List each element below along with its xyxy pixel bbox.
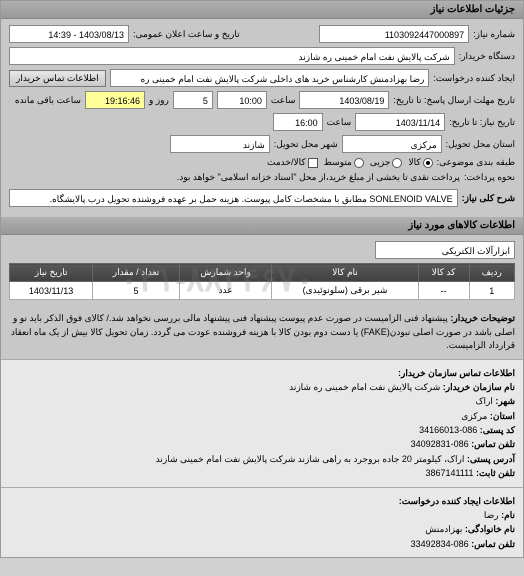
c1-addr: اراک، کیلومتر 20 جاده بروجرد به راهی شاز…: [156, 454, 465, 464]
need-date-label: تاریخ نیاز: تا تاریخ:: [449, 117, 515, 128]
remain-field: 19:16:46: [85, 91, 145, 109]
panel-title: جزئیات اطلاعات نیاز: [1, 1, 523, 19]
cell: 1403/11/13: [10, 282, 93, 300]
payment-label: نحوه پرداخت:: [464, 172, 515, 183]
c2-phone-label: تلفن تماس:: [471, 539, 515, 549]
city-field: شازند: [170, 135, 270, 153]
cell: 5: [93, 282, 180, 300]
req-number-label: شماره نیاز:: [473, 29, 515, 40]
creator-label: ایجاد کننده درخواست:: [433, 73, 515, 84]
notes-text: پیشنهاد فنی الزامیست در صورت عدم پیوست پ…: [11, 313, 515, 350]
c1-org-label: نام سازمان خریدار:: [443, 382, 515, 392]
packing-radio-group: کالا جزیی متوسط کالا/خدمت: [267, 157, 433, 168]
c2-family-label: نام خانوادگی:: [465, 524, 515, 534]
need-date-field: 1403/11/14: [355, 113, 445, 131]
province-label: استان محل تحویل:: [446, 139, 515, 150]
buyer-org-field: شرکت پالایش نفت امام خمینی ره شازند: [9, 47, 455, 65]
col-row: ردیف: [469, 264, 514, 282]
notes-label: توضیحات خریدار:: [450, 313, 515, 323]
need-time-field: 16:00: [273, 113, 323, 131]
c1-fax-label: تلفن تماس:: [471, 439, 515, 449]
col-qty: تعداد / مقدار: [93, 264, 180, 282]
radio-kala[interactable]: کالا: [408, 157, 432, 168]
goods-table: ردیف کد کالا نام کالا واحد شمارش تعداد /…: [9, 263, 515, 300]
c1-city: اراک: [475, 396, 492, 406]
keyword-label: شرح کلی نیاز:: [462, 193, 515, 204]
creator-contact-section: اطلاعات ایجاد کننده درخواست: نام: رضا نا…: [1, 487, 523, 558]
cell: شیر برقی (سلونوئیدی): [272, 282, 418, 300]
province-field: مرکزی: [342, 135, 442, 153]
deadline-time-field: 10:00: [217, 91, 267, 109]
c1-fax: 086-34092831: [411, 439, 469, 449]
c1-phone: 3867141111: [425, 468, 473, 478]
cell: عدد: [179, 282, 272, 300]
c1-postal: 086-34166013: [419, 425, 477, 435]
creator-field: رضا بهزادمنش کارشناس خرید های داخلی شرکت…: [110, 69, 430, 87]
c2-phone: 086-33492834: [411, 539, 469, 549]
radio-service[interactable]: کالا/خدمت: [267, 157, 318, 168]
c1-phone-label: تلفن ثابت:: [476, 468, 515, 478]
contact2-header: اطلاعات ایجاد کننده درخواست:: [9, 494, 515, 508]
city-label: شهر محل تحویل:: [274, 139, 338, 150]
c1-postal-label: کد پستی:: [480, 425, 515, 435]
radio-jozi[interactable]: جزیی: [370, 157, 403, 168]
contact1-header: اطلاعات تماس سازمان خریدار:: [9, 366, 515, 380]
deadline-date-field: 1403/08/19: [299, 91, 389, 109]
announce-field: 1403/08/13 - 14:39: [9, 25, 129, 43]
buyer-notes: توضیحات خریدار: پیشنهاد فنی الزامیست در …: [1, 306, 523, 359]
c2-family: بهزادمنش: [425, 524, 462, 534]
c1-org: شرکت پالایش نفت امام خمینی ره شازند: [289, 382, 440, 392]
c1-city-label: شهر:: [495, 396, 515, 406]
payment-text: پرداخت نقدی تا بخشی از مبلغ خرید،از محل …: [9, 172, 460, 183]
cell: --: [418, 282, 469, 300]
radio-med[interactable]: متوسط: [324, 157, 364, 168]
c1-prov: مرکزی: [461, 411, 487, 421]
remain-label: ساعت باقی مانده: [15, 95, 81, 106]
col-date: تاریخ نیاز: [10, 264, 93, 282]
buyer-org-label: دستگاه خریدار:: [459, 51, 515, 62]
deadline-time-label: ساعت: [271, 95, 296, 106]
col-code: کد کالا: [418, 264, 469, 282]
announce-label: تاریخ و ساعت اعلان عمومی:: [133, 29, 240, 40]
c1-prov-label: استان:: [490, 411, 515, 421]
keyword-field: SONLENOID VALVE مطابق با مشخصات کامل پیو…: [9, 189, 458, 207]
deadline-label: تاریخ مهلت ارسال پاسخ: تا تاریخ:: [393, 95, 515, 106]
org-contact-section: اطلاعات تماس سازمان خریدار: نام سازمان خ…: [1, 359, 523, 487]
col-name: نام کالا: [272, 264, 418, 282]
c1-addr-label: آدرس پستی:: [467, 454, 515, 464]
days-label: روز و: [149, 95, 169, 106]
days-field: 5: [173, 91, 213, 109]
buyer-contact-button[interactable]: اطلاعات تماس خریدار: [9, 70, 106, 87]
packing-label: طبقه بندی موضوعی:: [437, 157, 515, 168]
cell: 1: [469, 282, 514, 300]
col-unit: واحد شمارش: [179, 264, 272, 282]
c2-name-label: نام:: [501, 510, 515, 520]
need-time-label: ساعت: [327, 117, 352, 128]
req-number-field: 1103092447000897: [319, 25, 469, 43]
group-field: ابزارآلات الکتریکی: [375, 241, 515, 259]
table-row: 1 -- شیر برقی (سلونوئیدی) عدد 5 1403/11/…: [10, 282, 515, 300]
goods-header: اطلاعات کالاهای مورد نیاز: [1, 217, 523, 235]
c2-name: رضا: [484, 510, 499, 520]
